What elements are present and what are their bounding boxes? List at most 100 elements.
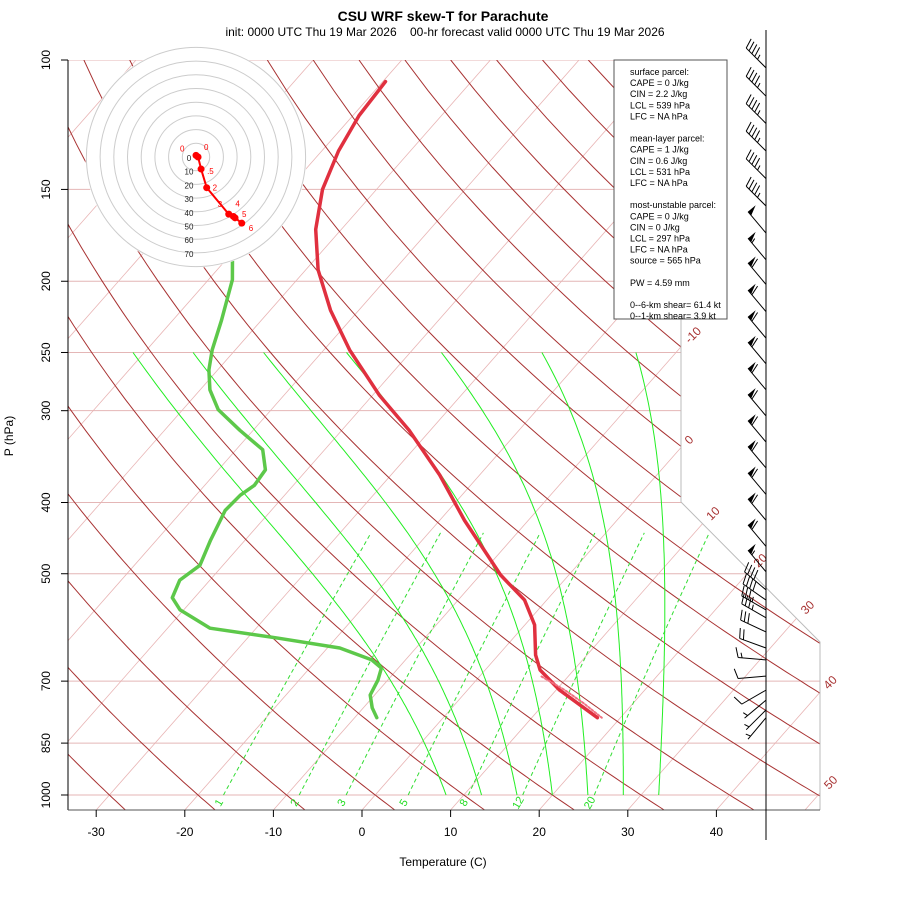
wind-barb-staff (747, 363, 767, 391)
moist-adiabat-line (441, 352, 589, 796)
wind-barb-staff (747, 390, 767, 417)
wind-barb (747, 440, 767, 469)
dry-adiabat-line (68, 60, 127, 810)
hodograph-ring (85, 46, 307, 268)
wind-barb (747, 231, 767, 261)
info-line: CIN = 0 J/kg (630, 222, 680, 232)
wind-barb-staff (747, 494, 767, 521)
hodograph-point-label: 5 (242, 210, 247, 219)
info-line: CAPE = 0 J/kg (630, 211, 689, 221)
wind-barb (745, 149, 767, 179)
wind-barb (745, 121, 767, 152)
wind-barb (747, 256, 767, 285)
mixing-ratio-label: 8 (458, 797, 471, 808)
wind-barb (745, 94, 767, 124)
wind-barb-staff (747, 520, 767, 547)
hodograph-ring (140, 101, 252, 213)
dry-adiabat-line (68, 60, 396, 810)
wind-barb-staff (735, 647, 767, 661)
wind-barb-staff (747, 285, 767, 312)
dry-adiabat-line (83, 60, 820, 810)
info-line: LFC = NA hPa (630, 245, 688, 255)
hodograph-point-label: 0 (204, 143, 209, 152)
wind-barb (742, 699, 767, 719)
info-line: CAPE = 0 J/kg (630, 78, 689, 88)
hodograph-point-label: 2 (213, 184, 218, 193)
wind-barb-staff (733, 668, 767, 680)
wind-barb (744, 562, 767, 591)
x-tick-label: 30 (621, 825, 635, 839)
x-tick-label: -20 (176, 825, 194, 839)
wind-barb-staff (745, 149, 767, 179)
info-line: mean-layer parcel: (630, 134, 705, 144)
wind-barb (747, 335, 767, 365)
hodograph-ring (113, 74, 279, 240)
wind-barb-staff (745, 717, 767, 740)
hodograph-ring-label: 50 (185, 223, 194, 232)
isotherm-label: 0 (682, 432, 697, 447)
wind-barb (739, 627, 767, 649)
mixing-ratio-label: 12 (510, 795, 527, 812)
x-tick-label: 0 (359, 825, 366, 839)
wind-barb (741, 585, 767, 611)
wind-barb-staff (744, 709, 767, 731)
isotherm-line (273, 60, 820, 810)
wind-barb-staff (745, 38, 767, 69)
plot-boundary (680, 240, 821, 810)
hodograph-point-label: 6 (249, 224, 254, 233)
moist-adiabat-line (346, 352, 553, 796)
mixing-ratio-label: 20 (582, 795, 599, 812)
info-line: LFC = NA hPa (630, 178, 688, 188)
wind-barb (733, 689, 767, 705)
hodograph-ring-label: 10 (185, 168, 194, 177)
dry-adiabat-line (68, 60, 486, 810)
info-line: source = 565 hPa (630, 256, 701, 266)
wind-barb (747, 466, 767, 495)
isotherm-line (627, 60, 820, 810)
info-line: LCL = 539 hPa (630, 100, 690, 110)
wind-barb (742, 573, 767, 601)
wind-barb-staff (747, 442, 767, 469)
hodograph-ring-label: 40 (185, 209, 194, 218)
hodograph-point (238, 219, 246, 227)
wind-barb-pennant (748, 518, 756, 529)
wind-barb (747, 283, 767, 312)
isotherm-line (716, 60, 820, 810)
dry-adiabat-line (129, 60, 820, 810)
hodograph-ring-label: 60 (185, 236, 194, 245)
chart-title: CSU WRF skew-T for Parachute (338, 8, 549, 24)
wind-barb (745, 176, 767, 207)
wind-barb-pennant (748, 335, 756, 347)
wind-barb-pennant (748, 414, 756, 425)
mixing-ratio-label: 2 (288, 797, 301, 808)
wind-barbs (733, 30, 767, 840)
plot-boundary-line (680, 240, 821, 810)
wind-barb-staff (739, 627, 767, 649)
wind-barb (741, 593, 767, 619)
wind-barb-staff (740, 609, 767, 633)
hodograph-ring (168, 129, 224, 185)
hodograph-ring (127, 88, 265, 226)
wind-barb (740, 609, 767, 633)
hodograph-ring (181, 142, 211, 172)
wind-barb-pennant (748, 310, 756, 321)
moist-adiabat-line (263, 352, 518, 796)
hodograph-ring (154, 115, 238, 199)
wind-barb (744, 709, 767, 731)
isotherm-label: 40 (820, 673, 840, 693)
hodograph-point-label: 3 (218, 200, 223, 209)
wind-barb-staff (744, 562, 767, 591)
hodograph-point (231, 214, 239, 222)
hodograph-ring-label: 20 (185, 181, 194, 190)
mixing-ratio-line (522, 532, 645, 796)
y-tick-label: 200 (39, 271, 53, 291)
dry-adiabat-line (312, 60, 820, 810)
dewpoint-trace (170, 79, 384, 720)
temperature-trace (313, 79, 600, 720)
wind-barb-staff (733, 689, 767, 705)
wind-barb (747, 492, 767, 521)
x-tick-label: 10 (444, 825, 458, 839)
y-tick-label: 1000 (39, 781, 53, 808)
wind-barb-staff (747, 416, 767, 443)
hodograph-point (197, 165, 205, 173)
